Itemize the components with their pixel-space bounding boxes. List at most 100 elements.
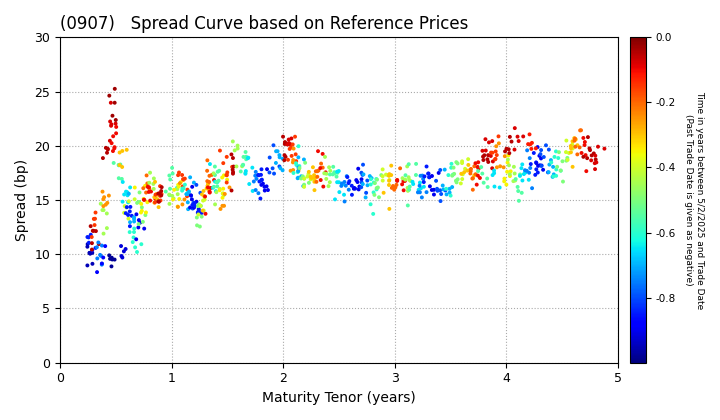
Point — [192, 203, 204, 210]
Point — [104, 252, 115, 259]
Point — [303, 179, 315, 186]
Point — [186, 196, 198, 203]
Point — [485, 152, 497, 159]
Point — [289, 133, 301, 140]
Point — [365, 181, 377, 188]
Point — [292, 164, 304, 171]
Point — [557, 158, 568, 165]
Point — [163, 172, 175, 179]
Point — [109, 256, 120, 263]
Point — [310, 178, 322, 185]
Point — [113, 175, 125, 181]
Point — [431, 186, 443, 192]
Point — [402, 187, 413, 194]
Point — [202, 184, 214, 191]
Point — [204, 189, 215, 195]
Point — [110, 117, 122, 123]
Point — [117, 254, 128, 261]
Point — [102, 150, 113, 156]
Point — [279, 141, 291, 147]
Point — [536, 162, 547, 169]
Point — [397, 181, 408, 188]
Point — [382, 172, 394, 178]
Point — [297, 173, 309, 180]
Point — [318, 183, 329, 190]
Point — [282, 141, 293, 148]
Point — [552, 163, 563, 170]
Point — [120, 204, 132, 211]
Point — [104, 255, 116, 262]
Point — [346, 182, 358, 189]
Point — [469, 160, 481, 167]
Point — [123, 190, 135, 197]
Point — [86, 247, 98, 254]
Point — [499, 175, 510, 182]
Point — [444, 189, 455, 196]
Point — [242, 155, 253, 162]
Point — [524, 165, 536, 171]
Point — [462, 162, 474, 168]
Point — [274, 163, 285, 170]
Point — [336, 180, 348, 187]
Point — [271, 148, 283, 155]
Point — [441, 191, 452, 198]
Point — [378, 189, 390, 196]
Point — [282, 156, 294, 163]
Point — [172, 191, 184, 197]
Point — [505, 138, 517, 145]
Point — [580, 152, 591, 158]
Point — [214, 147, 225, 154]
Point — [197, 207, 209, 214]
Point — [567, 163, 578, 170]
Point — [294, 163, 305, 169]
Point — [95, 252, 107, 259]
Point — [213, 177, 225, 184]
Point — [107, 256, 118, 263]
Point — [210, 201, 221, 208]
Point — [499, 153, 510, 160]
Point — [574, 144, 585, 151]
Point — [312, 168, 323, 175]
Point — [523, 176, 534, 183]
Point — [194, 223, 206, 230]
Point — [131, 249, 143, 255]
Point — [308, 172, 320, 178]
Point — [418, 176, 429, 182]
Point — [168, 195, 179, 202]
Point — [164, 176, 176, 183]
Point — [185, 192, 197, 199]
Point — [312, 148, 324, 155]
Point — [480, 136, 491, 142]
Point — [156, 192, 167, 199]
Point — [102, 145, 114, 152]
Point — [196, 213, 207, 220]
Point — [211, 189, 222, 196]
Point — [536, 147, 547, 153]
Point — [384, 171, 395, 178]
Point — [261, 183, 272, 190]
Point — [290, 160, 302, 167]
Point — [121, 204, 132, 210]
Point — [317, 150, 328, 157]
Point — [93, 241, 104, 247]
Point — [561, 137, 572, 144]
Point — [174, 196, 185, 202]
Point — [368, 179, 379, 186]
Point — [93, 239, 104, 246]
Point — [88, 228, 99, 234]
Point — [99, 194, 110, 200]
Point — [531, 166, 542, 173]
Point — [156, 184, 168, 191]
Point — [354, 183, 365, 190]
Point — [503, 162, 515, 169]
Point — [115, 243, 127, 249]
Point — [323, 183, 334, 189]
Point — [420, 163, 432, 170]
Point — [196, 210, 207, 216]
Point — [120, 188, 132, 195]
Point — [526, 145, 537, 152]
Point — [95, 200, 107, 207]
Point — [292, 154, 304, 161]
Point — [317, 164, 328, 171]
Point — [258, 184, 270, 190]
